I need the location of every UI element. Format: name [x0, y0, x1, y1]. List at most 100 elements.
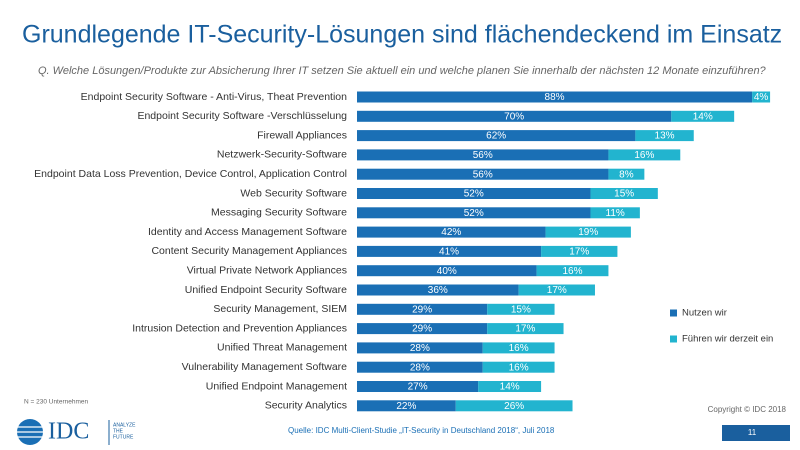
bar-segment [357, 149, 609, 161]
bar-segment [357, 226, 546, 238]
bar-segment [357, 323, 488, 335]
value-label: 17% [569, 247, 589, 258]
category-label: Firewall Appliances [257, 129, 347, 141]
value-label: 29% [412, 324, 432, 335]
category-label: Netzwerk-Security-Software [217, 149, 347, 161]
bar-segment [357, 207, 591, 219]
bar-segment [487, 323, 564, 335]
value-label: 17% [547, 285, 567, 296]
page-number-box [722, 425, 790, 441]
value-label: 15% [511, 304, 531, 315]
bar-segment [590, 188, 658, 199]
value-label: 27% [408, 382, 428, 393]
value-label: 8% [619, 169, 634, 180]
value-label: 28% [410, 343, 430, 354]
bar-segment [482, 342, 555, 354]
legend-swatch [670, 309, 677, 317]
value-label: 15% [614, 189, 634, 200]
value-label: 70% [504, 111, 524, 122]
legend-swatch [670, 335, 677, 343]
bar-segment [357, 130, 636, 142]
value-label: 28% [410, 362, 430, 373]
value-label: 52% [464, 189, 484, 200]
bar-segment [357, 91, 753, 103]
category-label: Messaging Security Software [211, 207, 347, 219]
bar-segment [357, 400, 456, 412]
page-number: 11 [748, 428, 757, 437]
category-label: Vulnerability Management Software [182, 361, 348, 373]
value-label: 16% [563, 266, 583, 277]
category-label: Security Management, SIEM [213, 303, 347, 315]
bar-segment [545, 226, 631, 238]
value-label: 19% [578, 227, 598, 238]
value-label: 16% [634, 150, 654, 161]
bar-segment [357, 110, 672, 122]
value-label: 13% [655, 131, 675, 142]
bar-segment [455, 400, 573, 412]
category-label: Virtual Private Network Appliances [187, 264, 347, 276]
category-label: Unified Endpoint Management [206, 380, 347, 392]
value-label: 17% [515, 324, 535, 335]
bar-segment [487, 303, 555, 315]
logo-tagline: FUTURE [113, 434, 134, 440]
category-label: Identity and Access Management Software [148, 226, 347, 238]
source: Quelle: IDC Multi-Client-Studie „IT-Secu… [288, 426, 555, 435]
copyright: Copyright © IDC 2018 [708, 405, 787, 414]
category-label: Intrusion Detection and Prevention Appli… [132, 322, 347, 334]
category-label: Endpoint Security Software - Anti-Virus,… [81, 91, 347, 103]
category-label: Unified Endpoint Security Software [185, 284, 347, 296]
logo-name: IDC [48, 419, 89, 445]
bar-segment [635, 130, 694, 142]
category-label: Unified Threat Management [217, 342, 347, 354]
logo-tagline: THE [113, 428, 124, 434]
bar-segment [608, 168, 645, 180]
value-label: 16% [509, 343, 529, 354]
category-label: Web Security Software [240, 187, 347, 199]
value-label: 22% [396, 401, 416, 412]
note: N = 230 Unternehmen [24, 399, 89, 406]
value-label: 16% [509, 362, 529, 373]
value-label: 56% [473, 169, 493, 180]
value-label: 36% [428, 285, 448, 296]
bar-segment [357, 342, 483, 354]
bar-segment [482, 361, 555, 373]
bar-segment [608, 149, 681, 161]
bar-segment [590, 207, 640, 219]
bar-segment [478, 381, 542, 392]
value-label: 26% [504, 401, 524, 412]
value-label: 4% [754, 92, 769, 103]
bar-segment [518, 284, 595, 296]
title: Grundlegende IT-Security-Lösungen sind f… [22, 21, 782, 49]
legend-label: Führen wir derzeit ein [682, 334, 773, 345]
value-label: 14% [500, 382, 520, 393]
value-label: 52% [464, 208, 484, 219]
bar-segment [357, 265, 537, 277]
category-label: Endpoint Security Software -Verschlüssel… [137, 110, 347, 122]
value-label: 56% [473, 150, 493, 161]
category-label: Security Analytics [265, 400, 347, 412]
category-label: Content Security Management Appliances [151, 245, 347, 257]
bar-segment [357, 381, 479, 392]
value-label: 14% [693, 111, 713, 122]
bar-segment [671, 110, 735, 122]
bar-segment [357, 168, 609, 180]
category-label: Endpoint Data Loss Prevention, Device Co… [34, 168, 347, 180]
bar-segment [541, 245, 618, 257]
bar-segment [357, 245, 542, 257]
value-label: 41% [439, 247, 459, 258]
value-label: 62% [486, 131, 506, 142]
bar-segment [357, 361, 483, 373]
logo: IDC ANALYZE THE FUTURE [17, 419, 136, 445]
value-label: 29% [412, 304, 432, 315]
bar-segment [357, 188, 591, 199]
subtitle: Q. Welche Lösungen/Produkte zur Absicher… [38, 65, 767, 77]
value-label: 42% [441, 227, 461, 238]
bar-segment [357, 284, 519, 296]
legend-label: Nutzen wir [682, 308, 727, 319]
bar-segment [752, 91, 771, 103]
value-label: 11% [606, 208, 625, 219]
value-label: 40% [437, 266, 457, 277]
logo-tagline: ANALYZE [113, 422, 136, 428]
